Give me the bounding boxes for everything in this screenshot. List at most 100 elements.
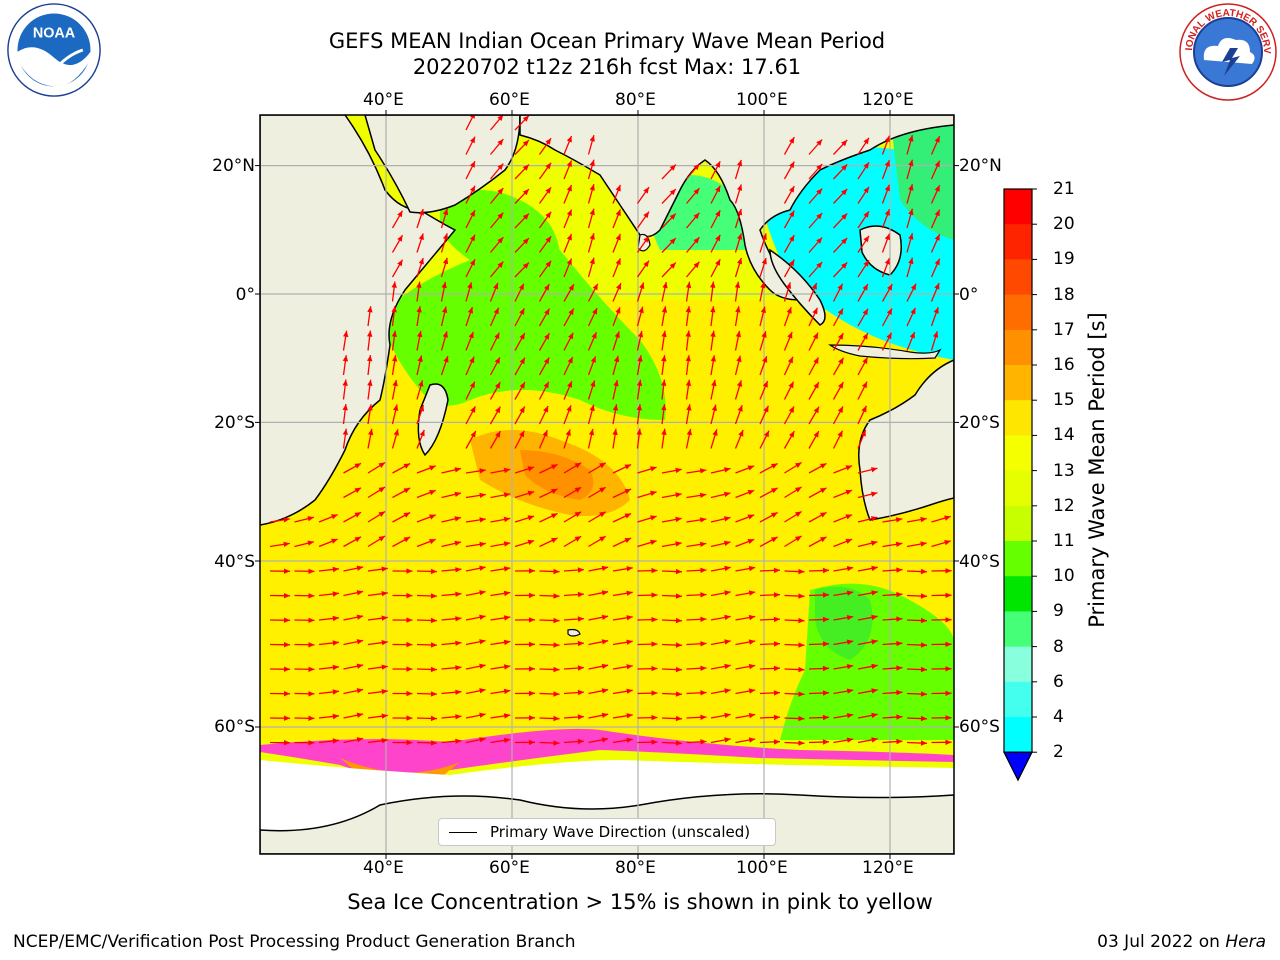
lat-label-right-60s: 60°S bbox=[959, 717, 1000, 737]
wave-arrow-head bbox=[601, 565, 609, 571]
wave-arrow-head bbox=[479, 590, 486, 596]
wave-arrow-head bbox=[861, 405, 867, 413]
wave-arrow-head bbox=[331, 514, 338, 520]
wave-arrow-head bbox=[308, 642, 315, 648]
wave-arrow-head bbox=[626, 615, 633, 621]
wave-arrow-head bbox=[934, 185, 940, 192]
wave-arrow-head bbox=[429, 490, 436, 496]
wave-arrow-head bbox=[920, 691, 927, 697]
wave-arrow-head bbox=[724, 565, 731, 572]
wave-arrow-head bbox=[469, 136, 475, 144]
wave-arrow-head bbox=[577, 616, 584, 622]
wave-arrow-head bbox=[503, 467, 511, 474]
wave-arrow-head bbox=[789, 161, 795, 169]
wave-arrow-head bbox=[469, 115, 475, 119]
wave-arrow-head bbox=[543, 357, 550, 365]
wave-arrow-head bbox=[522, 262, 529, 269]
wave-arrow-head bbox=[896, 591, 903, 598]
colorbar-segment bbox=[1004, 294, 1032, 331]
colorbar-segment bbox=[1004, 681, 1032, 718]
wave-arrow-head bbox=[381, 615, 388, 621]
wave-arrow-head bbox=[522, 238, 529, 245]
wave-arrow-head bbox=[700, 714, 707, 720]
wave-arrow-head bbox=[884, 233, 890, 241]
wave-arrow-head bbox=[626, 688, 633, 694]
wave-arrow-head bbox=[896, 689, 903, 696]
wave-arrow-head bbox=[798, 642, 805, 648]
colorbar-segment bbox=[1004, 505, 1032, 542]
wave-arrow-head bbox=[455, 714, 462, 720]
colorbar-tick-label: 19 bbox=[1053, 249, 1075, 270]
wave-arrow-head bbox=[908, 184, 914, 191]
wave-arrow-head bbox=[307, 540, 314, 546]
wave-arrow-head bbox=[896, 665, 903, 671]
wave-arrow-head bbox=[896, 738, 903, 745]
wave-arrow-head bbox=[908, 135, 914, 142]
wave-arrow-head bbox=[771, 488, 778, 494]
wave-arrow-head bbox=[356, 639, 364, 645]
wave-arrow-head bbox=[368, 428, 374, 436]
colorbar-segment bbox=[1004, 470, 1032, 507]
colorbar-segment bbox=[1004, 611, 1032, 648]
wave-arrow-head bbox=[479, 468, 486, 474]
wave-arrow-head bbox=[686, 404, 692, 411]
wave-arrow-head bbox=[932, 331, 939, 338]
wave-arrow-head bbox=[813, 357, 819, 364]
wave-arrow-head bbox=[761, 233, 767, 240]
wave-arrow-head bbox=[693, 212, 700, 220]
footer-date: 03 Jul 2022 on Hera bbox=[1097, 932, 1266, 952]
wave-arrow-head bbox=[822, 567, 829, 574]
wave-arrow-head bbox=[886, 308, 892, 315]
wave-arrow-head bbox=[356, 712, 364, 718]
wave-arrow-head bbox=[884, 258, 890, 265]
wave-arrow-head bbox=[675, 467, 682, 474]
wave-arrow-head bbox=[724, 540, 731, 546]
wave-arrow-head bbox=[406, 617, 413, 623]
wave-arrow-head bbox=[565, 429, 571, 436]
wave-arrow-head bbox=[545, 236, 552, 243]
wave-arrow-head bbox=[700, 616, 707, 622]
wave-arrow-head bbox=[397, 235, 403, 242]
wave-arrow-head bbox=[816, 188, 823, 195]
wave-arrow-head bbox=[871, 516, 878, 522]
wave-arrow-head bbox=[522, 140, 529, 147]
wave-arrow-head bbox=[838, 357, 844, 365]
colorbar-segment bbox=[1004, 576, 1032, 612]
wave-arrow-head bbox=[908, 208, 914, 216]
lon-label-bottom-100e: 100°E bbox=[736, 858, 788, 878]
wave-arrow-head bbox=[761, 257, 767, 265]
wave-arrow-head bbox=[822, 665, 829, 672]
wave-arrow-head bbox=[862, 333, 868, 340]
wave-arrow-head bbox=[545, 138, 552, 145]
wave-arrow-head bbox=[601, 639, 609, 645]
wave-arrow-head bbox=[284, 617, 290, 623]
lat-label-left-40s: 40°S bbox=[214, 552, 255, 572]
wave-arrow-head bbox=[651, 739, 658, 745]
wave-arrow-head bbox=[354, 463, 361, 469]
wave-arrow-head bbox=[811, 283, 817, 290]
wave-arrow-head bbox=[615, 307, 621, 314]
wave-arrow-head bbox=[503, 541, 511, 547]
wave-arrow-head bbox=[945, 739, 952, 745]
noaa-logo: NOAA bbox=[7, 3, 101, 97]
wave-arrow-head bbox=[567, 381, 572, 388]
wave-arrow-head bbox=[798, 568, 805, 575]
wave-arrow-head bbox=[378, 536, 386, 542]
wave-arrow-head bbox=[566, 209, 572, 216]
wave-arrow-head bbox=[589, 184, 595, 191]
wave-arrow-head bbox=[566, 160, 572, 167]
wave-arrow-head bbox=[553, 715, 560, 722]
wave-arrow-head bbox=[762, 381, 768, 388]
colorbar-tick-label: 13 bbox=[1053, 460, 1075, 481]
wave-arrow-head bbox=[944, 540, 951, 546]
wave-arrow-head bbox=[863, 137, 869, 145]
wave-arrow-head bbox=[737, 208, 743, 216]
wave-arrow-head bbox=[710, 306, 716, 313]
wave-arrow-head bbox=[626, 566, 633, 572]
wave-arrow-head bbox=[553, 593, 560, 599]
wave-arrow-head bbox=[871, 663, 878, 670]
wave-arrow-head bbox=[455, 591, 462, 597]
wave-arrow-head bbox=[497, 115, 504, 121]
wave-arrow-head bbox=[354, 512, 361, 518]
wave-arrow-head bbox=[503, 713, 511, 719]
